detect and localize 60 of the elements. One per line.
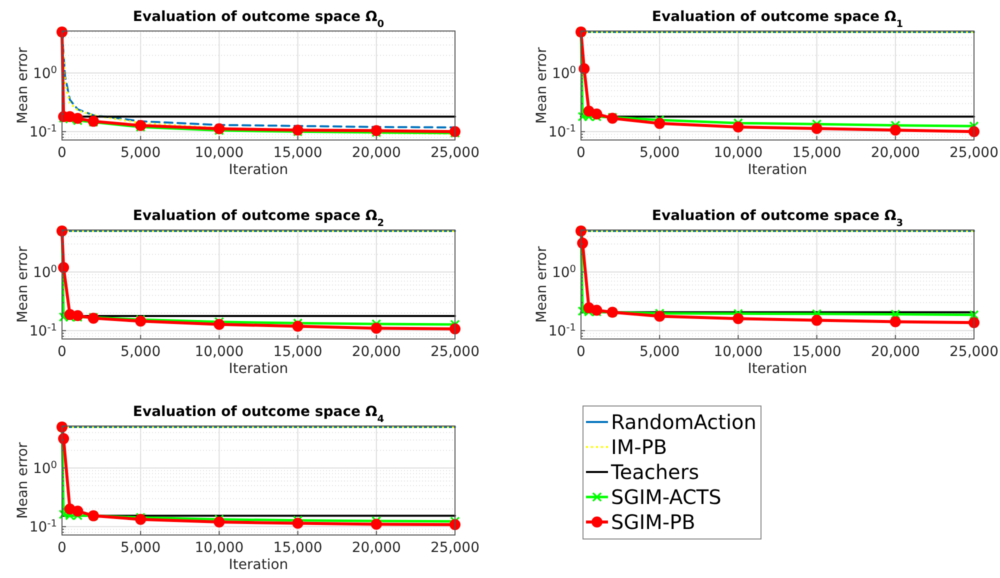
x-axis-title: Iteration	[748, 162, 808, 178]
x-tick-label: 10,000	[194, 344, 244, 360]
y-axis-title: Mean error	[534, 47, 550, 124]
y-axis-title: Mean error	[15, 47, 31, 124]
y-tick-label: 10$^{0}$	[32, 263, 57, 281]
x-axis-title: Iteration	[228, 557, 288, 573]
y-tick-label: 10$^{0}$	[552, 64, 576, 82]
x-tick-label: 25,000	[950, 344, 998, 360]
x-tick-label: 15,000	[792, 344, 842, 360]
y-tick-label: 10$^{-1}$	[548, 123, 576, 141]
x-tick-label: 20,000	[870, 344, 920, 360]
y-tick-label: 10$^{-1}$	[29, 123, 57, 141]
x-tick-label: 20,000	[870, 145, 920, 161]
x-tick-label: 25,000	[430, 540, 480, 556]
legend-label: IM-PB	[611, 435, 668, 459]
chart-title: Evaluation of outcome space Ω$_{3}$	[652, 208, 904, 228]
y-axis-title: Mean error	[15, 246, 31, 323]
chart-title: Evaluation of outcome space Ω$_{4}$	[132, 404, 384, 424]
x-tick-label: 25,000	[430, 344, 480, 360]
x-tick-label: 15,000	[273, 540, 322, 556]
x-tick-label: 5,000	[120, 344, 161, 360]
x-tick-label: 10,000	[714, 344, 763, 360]
legend-label: SGIM-PB	[611, 510, 696, 534]
x-tick-label: 15,000	[792, 145, 842, 161]
x-tick-label: 15,000	[273, 344, 322, 360]
x-axis-title: Iteration	[228, 361, 288, 377]
legend-label: RandomAction	[611, 410, 756, 434]
x-tick-label: 20,000	[352, 540, 401, 556]
x-tick-label: 5,000	[640, 145, 680, 161]
y-tick-label: 10$^{-1}$	[548, 322, 576, 340]
x-tick-label: 25,000	[430, 145, 480, 161]
chart-title: Evaluation of outcome space Ω$_{1}$	[652, 9, 904, 30]
x-tick-label: 5,000	[120, 540, 161, 556]
x-tick-label: 0	[58, 344, 66, 360]
x-tick-label: 10,000	[714, 145, 763, 161]
x-tick-label: 10,000	[194, 540, 244, 556]
y-tick-label: 10$^{0}$	[32, 64, 57, 82]
x-tick-label: 10,000	[194, 145, 244, 161]
x-tick-label: 20,000	[352, 344, 401, 360]
legend-label: Teachers	[610, 460, 699, 484]
x-tick-label: 0	[58, 145, 66, 161]
x-axis-title: Iteration	[748, 361, 808, 377]
x-tick-label: 20,000	[352, 145, 401, 161]
x-tick-label: 25,000	[950, 145, 998, 161]
x-tick-label: 0	[576, 145, 586, 161]
y-tick-label: 10$^{0}$	[32, 459, 57, 477]
x-tick-label: 15,000	[273, 145, 322, 161]
y-tick-label: 10$^{-1}$	[29, 518, 57, 536]
y-tick-label: 10$^{0}$	[552, 263, 576, 281]
y-axis-title: Mean error	[15, 442, 31, 519]
x-tick-label: 0	[576, 344, 586, 360]
x-tick-label: 5,000	[120, 145, 161, 161]
y-axis-title: Mean error	[534, 246, 550, 323]
legend-label: SGIM-ACTS	[611, 485, 722, 509]
x-tick-label: 0	[58, 540, 66, 556]
x-axis-title: Iteration	[228, 162, 288, 178]
chart-title: Evaluation of outcome space Ω$_{2}$	[132, 208, 384, 228]
y-tick-label: 10$^{-1}$	[29, 322, 57, 340]
chart-title: Evaluation of outcome space Ω$_{0}$	[132, 9, 384, 30]
x-tick-label: 5,000	[640, 344, 680, 360]
